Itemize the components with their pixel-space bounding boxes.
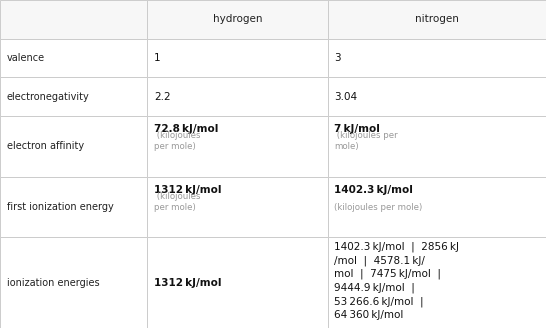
Text: first ionization energy: first ionization energy [7,202,114,212]
Text: hydrogen: hydrogen [213,14,262,24]
Text: 3.04: 3.04 [334,92,357,102]
Bar [328,39,546,77]
Bar [147,77,328,116]
Bar [147,237,328,328]
Bar [328,237,546,328]
Text: 1312 kJ/mol: 1312 kJ/mol [154,278,222,288]
Bar [0,177,147,237]
Text: 7 kJ/mol: 7 kJ/mol [334,124,380,134]
Text: (kilojoules per mole): (kilojoules per mole) [334,192,423,212]
Text: electronegativity: electronegativity [7,92,90,102]
Text: 1: 1 [154,53,161,63]
Bar [147,39,328,77]
Text: 2.2: 2.2 [154,92,170,102]
Text: 1402.3 kJ/mol: 1402.3 kJ/mol [334,185,413,195]
Bar [328,0,546,39]
Text: (kilojoules per
mole): (kilojoules per mole) [334,131,398,151]
Text: (kilojoules
per mole): (kilojoules per mole) [154,192,200,212]
Bar [0,116,147,177]
Text: (kilojoules
per mole): (kilojoules per mole) [154,131,200,151]
Bar [0,0,147,39]
Text: 72.8 kJ/mol: 72.8 kJ/mol [154,124,218,134]
Text: valence: valence [7,53,45,63]
Text: 3: 3 [334,53,341,63]
Bar [0,77,147,116]
Text: electron affinity: electron affinity [7,141,84,152]
Text: ionization energies: ionization energies [7,278,99,288]
Text: nitrogen: nitrogen [415,14,459,24]
Bar [328,177,546,237]
Bar [147,177,328,237]
Text: 1312 kJ/mol: 1312 kJ/mol [154,185,222,195]
Bar [0,237,147,328]
Text: 1402.3 kJ/mol  |  2856 kJ
/mol  |  4578.1 kJ/
mol  |  7475 kJ/mol  |
9444.9 kJ/m: 1402.3 kJ/mol | 2856 kJ /mol | 4578.1 kJ… [334,241,459,320]
Bar [147,116,328,177]
Bar [147,0,328,39]
Bar [0,39,147,77]
Bar [328,116,546,177]
Bar [328,77,546,116]
